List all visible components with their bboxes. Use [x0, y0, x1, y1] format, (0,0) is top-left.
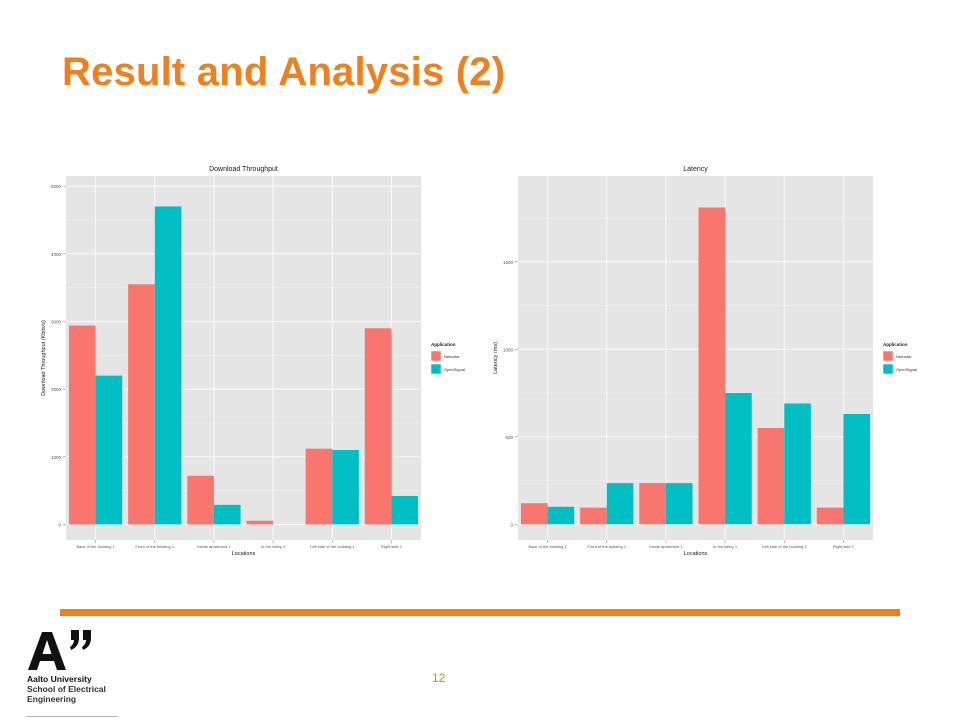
latency-x-tick-label: Inside apartment 1: [649, 544, 683, 549]
logo-university: Aalto University: [27, 674, 92, 684]
logo-school-line1: School of Electrical: [27, 684, 106, 694]
throughput-x-tick-label: Right side 1: [381, 544, 403, 549]
latency-bar-netradar: [816, 507, 844, 525]
throughput-bar-netradar: [128, 284, 155, 525]
throughput-bar-netradar: [68, 325, 96, 525]
latency-bar-opensignal: [547, 506, 575, 525]
throughput-x-tick-label: Front of the building 1: [135, 544, 174, 549]
throughput-legend-label-opensignal: OpenSignal: [444, 367, 465, 372]
throughput-legend-swatch-netradar: [430, 350, 442, 362]
latency-x-tick-label: Front of the building 1: [587, 544, 626, 549]
latency-chart-svg: Latency 0 500 1000 1500 Back of the building …: [493, 166, 917, 557]
latency-bar-netradar: [520, 503, 548, 525]
latency-bar-netradar: [757, 428, 785, 525]
throughput-bar-netradar: [246, 520, 274, 525]
throughput-x-tick-label: Inside apartment 1: [197, 544, 231, 549]
throughput-bar-netradar: [364, 328, 392, 525]
throughput-legend-title: Application: [431, 342, 456, 347]
latency-y-axis-label: Latency (ms): [493, 342, 499, 374]
throughput-y-tick-label: 4000: [51, 252, 62, 257]
aalto-logo: Aalto University School of Electrical En…: [26, 628, 136, 717]
throughput-chart: Download Throughput 0 1000 2000 3000 4000 5000…: [36, 160, 472, 560]
latency-legend-label-opensignal: OpenSignal: [896, 367, 917, 372]
throughput-bar-opensignal: [391, 496, 419, 525]
latency-bar-opensignal: [665, 483, 693, 525]
latency-y-tick-label: 1500: [503, 260, 514, 265]
aalto-logo-mark-icon: [28, 630, 91, 670]
latency-legend-swatch-netradar: [882, 350, 894, 362]
latency-legend-swatch-opensignal: [882, 363, 894, 375]
throughput-legend-label-netradar: Netradar: [444, 354, 460, 359]
throughput-y-tick-label: 1000: [51, 455, 62, 460]
latency-y-tick-label: 1000: [503, 347, 514, 352]
throughput-x-tick-label: Back of the building 1: [76, 544, 115, 549]
latency-chart: Latency 0 500 1000 1500 Back of the building …: [488, 160, 924, 560]
throughput-y-tick-label: 0: [58, 522, 61, 527]
throughput-bar-opensignal: [154, 206, 182, 525]
throughput-chart-title: Download Throughput: [209, 166, 278, 173]
latency-x-tick-label: In the lobby 1: [713, 544, 738, 549]
throughput-x-axis-label: Locations: [232, 551, 256, 557]
latency-x-tick-label: Right side 1: [833, 544, 855, 549]
latency-bar-netradar: [698, 207, 726, 525]
throughput-bar-netradar: [187, 475, 214, 525]
latency-legend-label-netradar: Netradar: [896, 354, 912, 359]
throughput-x-tick-label: Left side of the building 1: [310, 544, 355, 549]
latency-legend-title: Application: [883, 342, 908, 347]
throughput-legend-swatch-opensignal: [430, 363, 442, 375]
throughput-y-tick-label: 2000: [51, 387, 62, 392]
latency-bar-opensignal: [843, 414, 871, 525]
latency-y-tick-label: 0: [510, 522, 513, 527]
latency-bar-netradar: [580, 507, 607, 525]
throughput-bar-netradar: [305, 448, 333, 525]
footer-accent-bar: [60, 609, 900, 616]
latency-x-tick-label: Left side of the building 1: [762, 544, 807, 549]
page-number: 12: [432, 671, 446, 685]
slide-title: Result and Analysis (2): [62, 50, 506, 94]
latency-y-tick-label: 500: [505, 435, 513, 440]
latency-bar-netradar: [639, 483, 666, 525]
latency-bar-opensignal: [606, 483, 634, 525]
throughput-bar-opensignal: [213, 504, 241, 525]
latency-x-tick-label: Back of the building 1: [528, 544, 567, 549]
aalto-logo-text: Aalto University School of Electrical En…: [27, 674, 106, 704]
throughput-bar-opensignal: [95, 375, 123, 525]
latency-chart-title: Latency: [683, 166, 708, 173]
throughput-y-tick-label: 3000: [51, 319, 62, 324]
throughput-y-tick-label: 5000: [51, 184, 62, 189]
latency-bar-opensignal: [725, 393, 752, 525]
latency-bar-opensignal: [784, 403, 811, 525]
throughput-y-axis-label: Download Throughput (Kbits/s): [41, 320, 47, 396]
throughput-plot-panel: [66, 176, 421, 540]
throughput-bar-opensignal: [332, 450, 359, 525]
throughput-x-tick-label: In the lobby 1: [261, 544, 286, 549]
latency-plot-panel: [518, 176, 873, 540]
logo-school-line2: Engineering: [27, 694, 77, 704]
latency-x-axis-label: Locations: [684, 551, 708, 557]
throughput-chart-svg: Download Throughput 0 1000 2000 3000 4000 5000…: [41, 166, 465, 557]
logo-divider: [26, 716, 118, 717]
